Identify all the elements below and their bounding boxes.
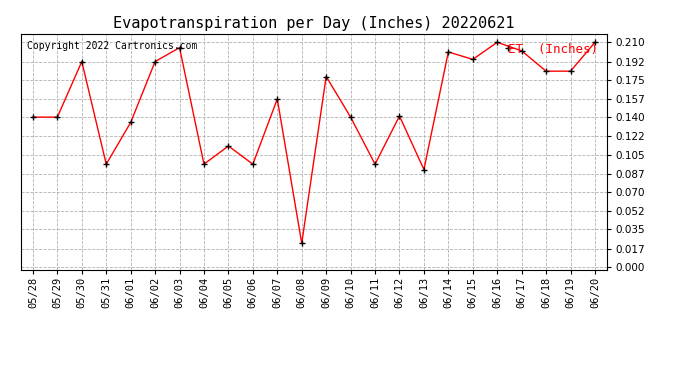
ET  (Inches) xyxy=(29,115,37,119)
ET  (Inches) xyxy=(395,114,404,118)
ET  (Inches) xyxy=(273,97,282,101)
ET  (Inches) xyxy=(591,40,599,45)
ET  (Inches) xyxy=(444,50,453,54)
ET  (Inches) xyxy=(151,59,159,64)
ET  (Inches) xyxy=(102,162,110,166)
ET  (Inches) xyxy=(566,69,575,74)
ET  (Inches) xyxy=(53,115,61,119)
ET  (Inches) xyxy=(126,120,135,125)
ET  (Inches) xyxy=(248,162,257,166)
ET  (Inches) xyxy=(78,59,86,64)
ET  (Inches) xyxy=(200,162,208,166)
ET  (Inches) xyxy=(469,57,477,62)
Title: Evapotranspiration per Day (Inches) 20220621: Evapotranspiration per Day (Inches) 2022… xyxy=(113,16,515,31)
ET  (Inches) xyxy=(371,162,380,166)
Text: Copyright 2022 Cartronics.com: Copyright 2022 Cartronics.com xyxy=(26,41,197,51)
ET  (Inches) xyxy=(175,45,184,50)
Line: ET  (Inches): ET (Inches) xyxy=(30,39,598,247)
ET  (Inches) xyxy=(542,69,550,74)
ET  (Inches) xyxy=(297,241,306,246)
ET  (Inches) xyxy=(346,115,355,119)
Legend: ET  (Inches): ET (Inches) xyxy=(506,40,601,58)
ET  (Inches) xyxy=(493,40,502,45)
ET  (Inches) xyxy=(420,167,428,172)
ET  (Inches) xyxy=(224,144,233,148)
ET  (Inches) xyxy=(322,74,331,79)
ET  (Inches) xyxy=(518,49,526,53)
